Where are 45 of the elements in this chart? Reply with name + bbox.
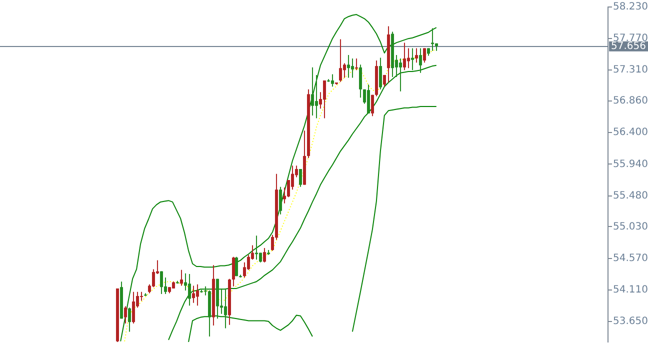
candlestick [311, 66, 314, 116]
candlestick [379, 57, 382, 90]
candlestick [188, 274, 191, 306]
candlestick [431, 28, 434, 52]
candlestick [403, 42, 406, 71]
candlestick [196, 284, 199, 306]
candlestick [399, 58, 402, 92]
y-tick-label: 56.860 [613, 96, 648, 107]
y-tick-label: 57.310 [613, 64, 648, 76]
y-tick-label: 55.030 [613, 221, 648, 232]
y-tick-label: 53.650 [613, 316, 648, 327]
y-tick-label: 54.110 [613, 284, 648, 296]
candlestick [339, 38, 342, 82]
candlestick [124, 306, 127, 324]
candlestick [411, 48, 414, 71]
candlestick [279, 186, 282, 215]
candlestick [359, 64, 362, 98]
candlestick [367, 84, 370, 114]
candlestick [152, 268, 155, 288]
candlestick [299, 168, 302, 188]
y-tick-label: 55.940 [613, 158, 648, 170]
candlestick [355, 58, 358, 71]
candlestick [180, 269, 183, 286]
candlestick [224, 288, 227, 329]
y-tick-label: 58.230 [613, 2, 648, 13]
candlestick [232, 256, 235, 287]
candlestick [235, 256, 238, 277]
candlestick [331, 74, 334, 88]
candlestick [419, 48, 422, 74]
candlestick [343, 62, 346, 78]
y-tick-label: 54.570 [613, 252, 648, 264]
y-tick-label: 55.480 [613, 190, 648, 202]
candlestick [132, 291, 135, 324]
candlestick [323, 80, 326, 119]
y-tick-label: 56.400 [613, 127, 648, 138]
candlestick [263, 247, 266, 263]
candlestick [351, 58, 354, 78]
candlestick [160, 270, 163, 294]
candlestick [128, 307, 131, 332]
candlestick [192, 285, 195, 304]
candlestick [371, 94, 374, 117]
candlestick [347, 54, 350, 78]
candlestick [423, 48, 426, 64]
candlestick [315, 74, 318, 119]
candlestick [415, 48, 418, 64]
